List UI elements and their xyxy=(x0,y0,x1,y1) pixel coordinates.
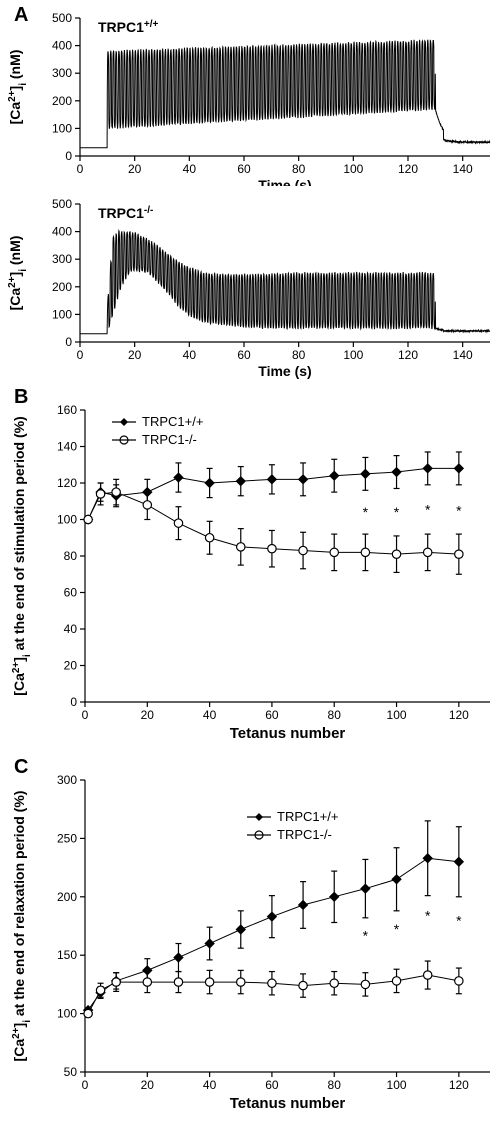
svg-text:Tetanus number: Tetanus number xyxy=(230,1095,346,1112)
svg-text:20: 20 xyxy=(128,348,142,362)
svg-text:0: 0 xyxy=(65,335,72,349)
svg-text:20: 20 xyxy=(128,162,142,176)
svg-text:120: 120 xyxy=(449,1078,469,1092)
svg-text:*: * xyxy=(363,504,369,520)
svg-text:60: 60 xyxy=(237,348,251,362)
svg-text:100: 100 xyxy=(387,1078,407,1092)
panel-c-svg: 50 100 150 200 250 300 0 20 40 60 80 100 120 Tetanus … xyxy=(0,762,502,1122)
svg-text:80: 80 xyxy=(292,348,306,362)
svg-text:TRPC1-/-: TRPC1-/- xyxy=(142,432,197,447)
svg-text:*: * xyxy=(394,504,400,520)
svg-text:20: 20 xyxy=(141,708,155,722)
svg-text:400: 400 xyxy=(52,39,72,53)
svg-text:100: 100 xyxy=(387,708,407,722)
svg-text:0: 0 xyxy=(77,348,84,362)
svg-text:100: 100 xyxy=(52,307,72,321)
svg-text:[Ca2+]i at the end of relaxati: [Ca2+]i at the end of relaxation period … xyxy=(11,791,33,1062)
svg-text:40: 40 xyxy=(183,162,197,176)
svg-text:300: 300 xyxy=(57,773,77,787)
svg-text:200: 200 xyxy=(57,890,77,904)
svg-text:Time (s): Time (s) xyxy=(258,177,311,186)
figure-root: A 0100200300400500020406080100120140Time… xyxy=(0,0,502,1126)
svg-text:20: 20 xyxy=(64,659,78,673)
svg-text:*: * xyxy=(363,928,369,944)
svg-text:120: 120 xyxy=(398,162,418,176)
svg-text:0: 0 xyxy=(82,708,89,722)
svg-text:160: 160 xyxy=(57,403,77,417)
svg-text:80: 80 xyxy=(328,708,342,722)
svg-text:40: 40 xyxy=(203,1078,217,1092)
svg-text:80: 80 xyxy=(292,162,306,176)
svg-text:200: 200 xyxy=(52,94,72,108)
svg-text:20: 20 xyxy=(141,1078,155,1092)
svg-text:*: * xyxy=(394,921,400,937)
svg-text:140: 140 xyxy=(453,162,473,176)
svg-text:[Ca2+]i at the end of stimulat: [Ca2+]i at the end of stimulation period… xyxy=(11,416,33,695)
svg-text:TRPC1+/+: TRPC1+/+ xyxy=(98,19,159,36)
svg-text:60: 60 xyxy=(265,1078,279,1092)
svg-text:300: 300 xyxy=(52,66,72,80)
svg-text:100: 100 xyxy=(52,121,72,135)
svg-text:60: 60 xyxy=(265,708,279,722)
svg-text:500: 500 xyxy=(52,11,72,25)
svg-text:0: 0 xyxy=(77,162,84,176)
svg-text:500: 500 xyxy=(52,197,72,211)
svg-text:*: * xyxy=(425,501,431,517)
svg-text:40: 40 xyxy=(64,622,78,636)
svg-text:0: 0 xyxy=(70,695,77,709)
svg-text:140: 140 xyxy=(453,348,473,362)
svg-text:250: 250 xyxy=(57,831,77,845)
panel-a-bottom: 0 100 200 300 400 500 0 20 40 60 80 100 120 140 Time (… xyxy=(0,192,502,382)
panel-a-top: 0 100 200 300 400 500 0 20 40 60 80 100 120 140 Time (… xyxy=(0,6,502,186)
svg-text:TRPC1+/+: TRPC1+/+ xyxy=(142,414,203,429)
svg-text:140: 140 xyxy=(57,440,77,454)
svg-text:60: 60 xyxy=(237,162,251,176)
svg-text:100: 100 xyxy=(343,162,363,176)
panel-a-bottom-svg: 0 100 200 300 400 500 0 20 40 60 80 100 120 140 Time (… xyxy=(0,192,502,382)
panel-c: 50 100 150 200 250 300 0 20 40 60 80 100 120 Tetanus … xyxy=(0,762,502,1122)
svg-text:[Ca2+]i (nM): [Ca2+]i (nM) xyxy=(7,50,29,125)
panel-b-svg: 0 20 40 60 80 100 120 140 160 0 20 40 60 80 100 120 Teta… xyxy=(0,392,502,752)
svg-text:TRPC1-/-: TRPC1-/- xyxy=(98,205,153,222)
svg-text:Time (s): Time (s) xyxy=(258,363,311,379)
svg-text:TRPC1-/-: TRPC1-/- xyxy=(277,827,332,842)
svg-text:400: 400 xyxy=(52,225,72,239)
svg-text:*: * xyxy=(425,908,431,924)
svg-text:40: 40 xyxy=(183,348,197,362)
svg-text:*: * xyxy=(456,502,462,518)
svg-text:0: 0 xyxy=(82,1078,89,1092)
svg-text:*: * xyxy=(456,912,462,928)
svg-text:120: 120 xyxy=(449,708,469,722)
svg-text:100: 100 xyxy=(343,348,363,362)
svg-text:[Ca2+]i (nM): [Ca2+]i (nM) xyxy=(7,236,29,311)
svg-text:120: 120 xyxy=(57,476,77,490)
svg-text:40: 40 xyxy=(203,708,217,722)
svg-text:Tetanus number: Tetanus number xyxy=(230,725,346,742)
svg-text:150: 150 xyxy=(57,948,77,962)
svg-text:300: 300 xyxy=(52,252,72,266)
svg-text:60: 60 xyxy=(64,586,78,600)
svg-text:80: 80 xyxy=(328,1078,342,1092)
svg-text:50: 50 xyxy=(64,1065,78,1079)
svg-text:80: 80 xyxy=(64,549,78,563)
svg-text:100: 100 xyxy=(57,513,77,527)
svg-text:100: 100 xyxy=(57,1007,77,1021)
svg-text:120: 120 xyxy=(398,348,418,362)
panel-b: 0 20 40 60 80 100 120 140 160 0 20 40 60 80 100 120 Teta… xyxy=(0,392,502,752)
svg-text:0: 0 xyxy=(65,149,72,163)
svg-text:200: 200 xyxy=(52,280,72,294)
svg-text:TRPC1+/+: TRPC1+/+ xyxy=(277,809,338,824)
panel-a-top-svg: 0 100 200 300 400 500 0 20 40 60 80 100 120 140 Time (… xyxy=(0,6,502,186)
